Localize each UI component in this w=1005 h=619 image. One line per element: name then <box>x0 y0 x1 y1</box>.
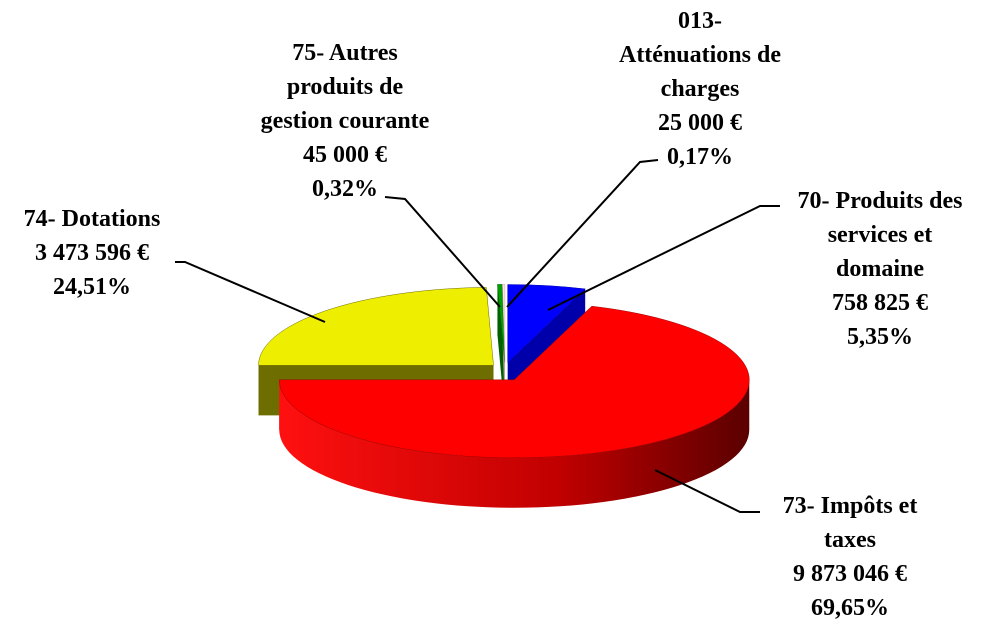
label-value: 9 873 046 € <box>793 561 907 587</box>
label-value: 25 000 € <box>658 110 742 136</box>
label-percent: 69,65% <box>811 595 889 619</box>
label-name: Atténuations de <box>619 42 781 68</box>
label-name: 70- Produits des <box>798 188 963 214</box>
leader-line <box>654 469 760 513</box>
label-name: 74- Dotations <box>24 206 161 232</box>
label-name: services et <box>828 222 933 248</box>
slice-label: 70- Produits des services et domaine 758 82… <box>547 188 963 350</box>
leader-line <box>506 159 659 308</box>
leader-line <box>547 205 780 311</box>
label-value: 3 473 596 € <box>35 240 149 266</box>
label-percent: 5,35% <box>847 324 913 350</box>
label-value: 758 825 € <box>832 290 928 316</box>
label-name: taxes <box>824 527 876 553</box>
label-name: domaine <box>836 256 924 282</box>
slice-wall <box>279 379 750 508</box>
slice <box>258 287 494 366</box>
label-name: charges <box>661 76 740 102</box>
leader-line <box>175 261 326 323</box>
slice-label: 75- Autres produits de gestion courante 45 … <box>261 40 501 308</box>
label-percent: 0,32% <box>312 176 378 202</box>
label-name: 013- <box>678 8 722 34</box>
slice <box>502 284 506 363</box>
label-name: 75- Autres <box>292 40 398 66</box>
slice <box>279 305 750 459</box>
label-percent: 24,51% <box>53 274 131 300</box>
label-percent: 0,17% <box>667 144 733 170</box>
slice-label: 74- Dotations 3 473 596 € 24,51% <box>24 206 326 323</box>
label-name: 73- Impôts et <box>783 493 918 519</box>
label-value: 45 000 € <box>303 142 387 168</box>
slice-label: 013- Atténuations de charges 25 000 € 0,17% <box>506 8 781 308</box>
label-name: produits de <box>287 74 404 100</box>
label-name: gestion courante <box>261 108 430 134</box>
slice-label: 73- Impôts et taxes 9 873 046 € 69,65% <box>654 469 918 619</box>
leader-line <box>384 196 501 308</box>
slice <box>507 284 586 364</box>
